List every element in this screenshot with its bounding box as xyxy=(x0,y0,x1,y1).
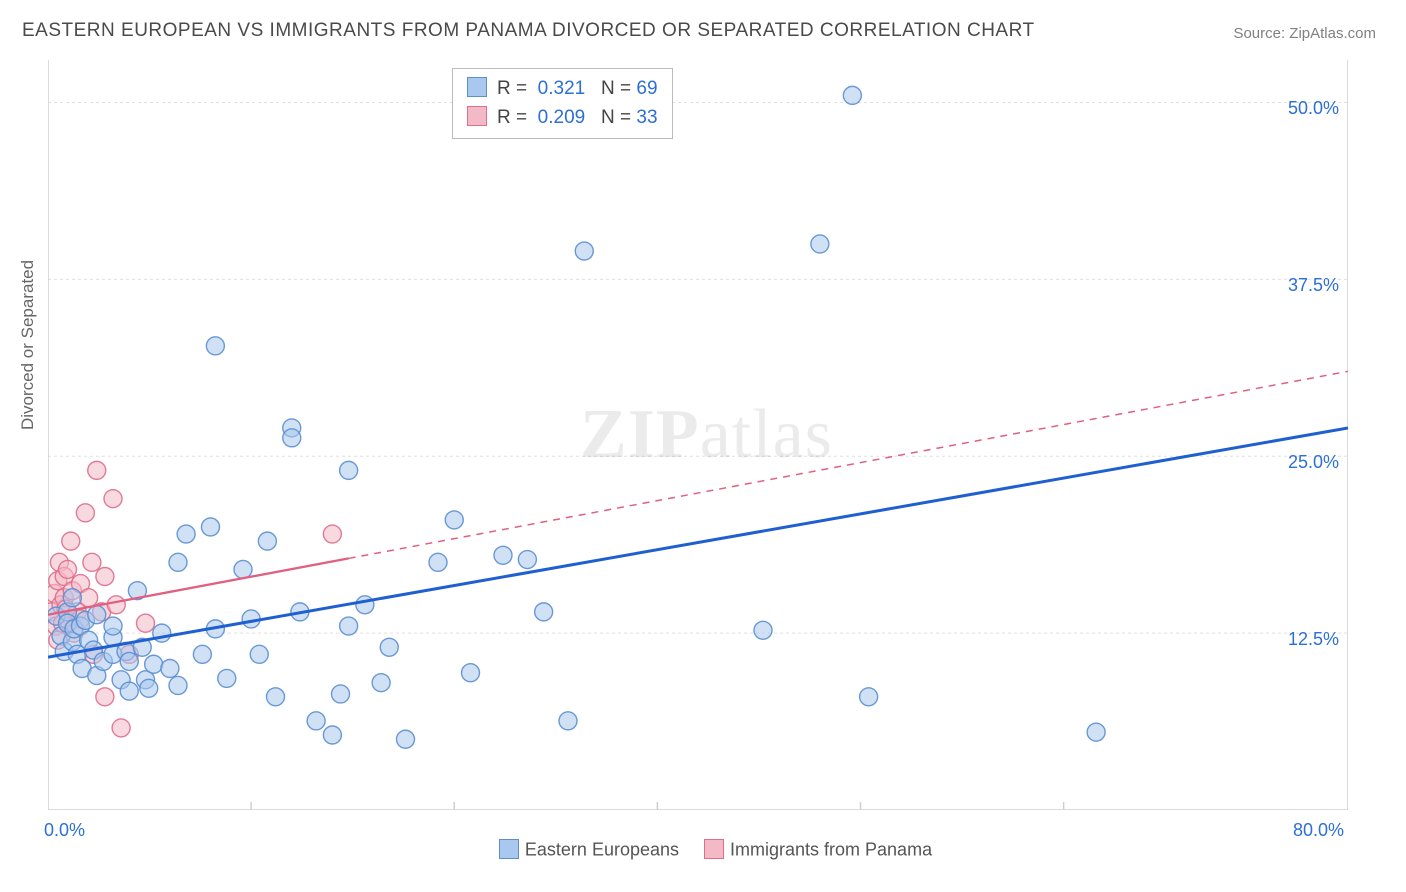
xtick-label: 0.0% xyxy=(44,820,85,841)
bottom-legend: Eastern EuropeansImmigrants from Panama xyxy=(0,839,1406,862)
source-label: Source: ZipAtlas.com xyxy=(1233,25,1376,42)
xtick-label: 80.0% xyxy=(1293,820,1344,841)
ytick-label: 25.0% xyxy=(1288,452,1339,473)
ytick-label: 12.5% xyxy=(1288,629,1339,650)
y-axis-label: Divorced or Separated xyxy=(18,260,38,430)
chart-title: EASTERN EUROPEAN VS IMMIGRANTS FROM PANA… xyxy=(22,20,1035,42)
stats-legend: R = 0.321 N = 69R = 0.209 N = 33 xyxy=(452,68,673,139)
ytick-label: 50.0% xyxy=(1288,98,1339,119)
scatter-plot xyxy=(48,60,1348,810)
ytick-label: 37.5% xyxy=(1288,275,1339,296)
